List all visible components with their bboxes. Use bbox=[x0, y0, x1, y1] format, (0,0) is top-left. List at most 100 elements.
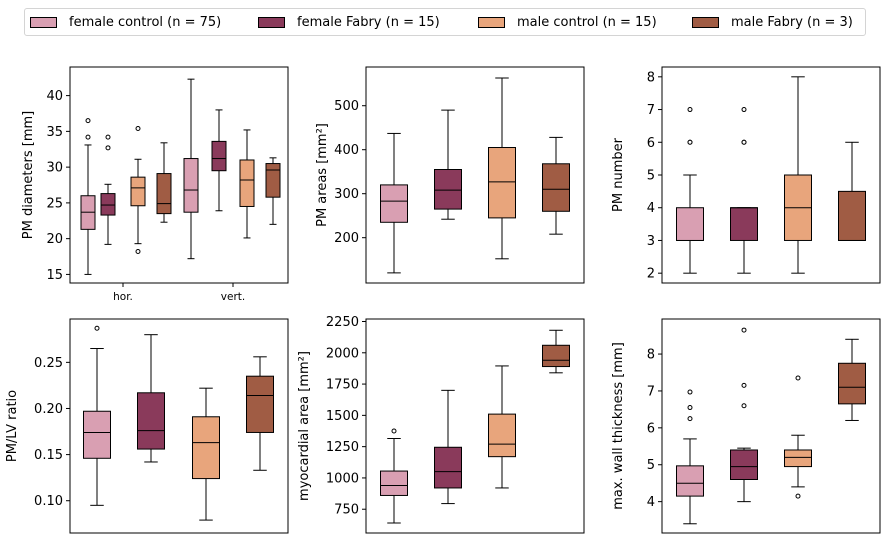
y-tick-label: 6 bbox=[647, 421, 655, 436]
box-body bbox=[676, 465, 704, 497]
y-tick-label: 6 bbox=[647, 136, 655, 151]
chart-panel-4: 0.10 0.15 0.20 0.25 PM/LV ratio bbox=[5, 318, 289, 534]
y-tick-label: 1000 bbox=[326, 471, 359, 486]
legend-label-male-fabry: male Fabry (n = 3) bbox=[731, 14, 853, 30]
box-male-fabry bbox=[838, 338, 866, 421]
chart-panel-1: 15 20 25 30 35 40 PM diameters [mm] hor. vert. bbox=[21, 66, 289, 303]
y-tick-label: 0.20 bbox=[34, 402, 63, 417]
box-body bbox=[542, 344, 570, 368]
box-body bbox=[380, 184, 408, 223]
y-tick-label: 500 bbox=[334, 99, 359, 114]
legend-item-male-control: male control (n = 15) bbox=[478, 14, 657, 30]
outlier-point bbox=[687, 405, 693, 411]
box-body bbox=[730, 207, 758, 241]
box-male-control bbox=[488, 365, 516, 489]
legend-item-female-control: female control (n = 75) bbox=[30, 14, 221, 30]
y-tick-label: 0.10 bbox=[34, 494, 63, 509]
outlier-point bbox=[94, 325, 100, 331]
y-axis-label: max. wall thickness [mm] bbox=[611, 342, 626, 510]
outlier-point bbox=[135, 249, 141, 255]
outlier-point bbox=[741, 382, 747, 388]
outlier-point bbox=[741, 403, 747, 409]
box-female-fabry bbox=[100, 134, 116, 245]
y-tick-label: 200 bbox=[334, 231, 359, 246]
box-body bbox=[434, 169, 462, 210]
y-axis-label: PM diameters [mm] bbox=[21, 111, 36, 240]
box-body bbox=[838, 362, 866, 405]
box-male-control bbox=[784, 375, 812, 499]
box-male-fabry bbox=[246, 356, 274, 471]
box-male-control bbox=[784, 76, 812, 274]
outlier-point bbox=[795, 375, 801, 381]
legend-item-female-fabry: female Fabry (n = 15) bbox=[258, 14, 440, 30]
box-body bbox=[137, 392, 165, 450]
legend-swatch-female-fabry bbox=[258, 16, 285, 28]
box-body bbox=[83, 410, 111, 459]
y-axis-label: PM/LV ratio bbox=[5, 390, 20, 462]
y-tick-label: 4 bbox=[647, 201, 655, 216]
box-body bbox=[542, 163, 570, 212]
y-tick-label: 750 bbox=[334, 503, 359, 518]
outlier-point bbox=[741, 107, 747, 113]
box-female-control bbox=[80, 118, 96, 275]
y-tick-label: 3 bbox=[647, 234, 655, 249]
outlier-point bbox=[795, 493, 801, 499]
box-body bbox=[211, 140, 227, 172]
legend-swatch-male-control bbox=[478, 16, 505, 28]
axes-frame bbox=[661, 318, 881, 534]
outlier-point bbox=[105, 134, 111, 140]
box-body bbox=[784, 449, 812, 468]
legend-item-male-fabry: male Fabry (n = 3) bbox=[692, 14, 853, 30]
y-tick-label: 400 bbox=[334, 143, 359, 158]
outlier-point bbox=[687, 139, 693, 145]
y-tick-label: 4 bbox=[647, 495, 655, 510]
box-male-fabry bbox=[265, 157, 281, 225]
y-tick-label: 300 bbox=[334, 187, 359, 202]
y-tick-label: 0.25 bbox=[34, 356, 63, 371]
y-tick-label: 2250 bbox=[326, 315, 359, 330]
chart-panel-3: 2 3 4 5 6 7 8 PM number bbox=[611, 66, 881, 284]
x-tick-label: hor. bbox=[113, 291, 133, 303]
box-female-control bbox=[83, 325, 111, 506]
box-body bbox=[676, 207, 704, 241]
axes-frame bbox=[69, 318, 289, 534]
y-tick-label: 8 bbox=[647, 348, 655, 363]
box-male-fabry bbox=[542, 329, 570, 374]
box-body bbox=[130, 176, 146, 207]
box-body bbox=[192, 416, 220, 480]
outlier-point bbox=[85, 118, 91, 124]
outlier-point bbox=[687, 416, 693, 422]
y-axis-label: PM number bbox=[611, 137, 626, 212]
box-body bbox=[183, 158, 199, 213]
box-male-control bbox=[239, 129, 255, 239]
box-female-fabry bbox=[434, 109, 462, 220]
y-tick-label: 7 bbox=[647, 384, 655, 399]
box-male-control bbox=[192, 387, 220, 521]
box-body bbox=[434, 446, 462, 489]
box-female-fabry bbox=[730, 107, 758, 274]
box-female-control bbox=[380, 428, 408, 524]
outlier-point bbox=[391, 428, 397, 434]
box-male-control bbox=[488, 77, 516, 260]
chart-panel-5: 750 1000 1250 1500 1750 2000 2250 myocardial ar… bbox=[297, 315, 585, 534]
box-female-control bbox=[676, 107, 704, 274]
outlier-point bbox=[687, 107, 693, 113]
y-tick-label: 8 bbox=[647, 70, 655, 85]
legend-swatch-male-fabry bbox=[692, 16, 719, 28]
y-tick-label: 1500 bbox=[326, 409, 359, 424]
legend-swatch-female-control bbox=[30, 16, 57, 28]
y-tick-label: 30 bbox=[46, 161, 63, 176]
axes-frame bbox=[365, 318, 585, 534]
y-tick-label: 2000 bbox=[326, 346, 359, 361]
y-tick-label: 20 bbox=[46, 232, 63, 247]
box-female-fabry bbox=[434, 389, 462, 505]
outlier-point bbox=[741, 327, 747, 333]
box-body bbox=[246, 375, 274, 433]
y-axis-label: PM areas [mm²] bbox=[315, 123, 330, 227]
box-female-control bbox=[380, 132, 408, 274]
outlier-point bbox=[105, 145, 111, 151]
y-tick-label: 40 bbox=[46, 89, 63, 104]
box-male-control bbox=[130, 126, 146, 255]
chart-panel-2: 200 300 400 500 PM areas [mm²] bbox=[315, 66, 585, 284]
